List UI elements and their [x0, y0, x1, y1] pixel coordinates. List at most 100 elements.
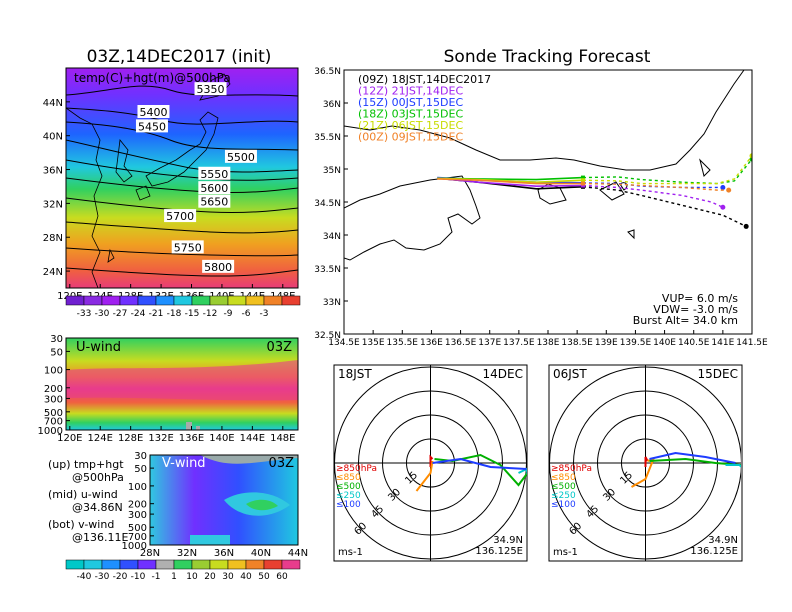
- track-x-ticks: 134.5E 135E 135.5E 136E 136.5E 137E 137.5E 138E…: [328, 330, 768, 348]
- note-line-a: (bot) v-wind: [48, 518, 114, 531]
- contour-label: 5400: [139, 106, 167, 119]
- colorbar-swatch: [245, 559, 265, 570]
- polar-hodograph: [415, 453, 527, 492]
- u-y-tick: 300: [44, 394, 63, 405]
- polar-legend-entry: ≤850: [551, 473, 576, 483]
- polar-time: 06JST: [553, 367, 587, 381]
- contour-label: 5500: [227, 151, 255, 164]
- colorbar-swatch: [137, 295, 157, 306]
- track-x-tick: 135E: [362, 338, 385, 348]
- contour-label: 5600: [200, 182, 228, 195]
- colorbar-tick: 1: [171, 572, 177, 582]
- contour-label-bg: [135, 119, 168, 133]
- polar-trace: [415, 460, 434, 492]
- u-x-tick: 140E: [209, 433, 234, 444]
- note-line-b: @34.86N: [72, 501, 123, 514]
- colorbar-swatch: [227, 559, 247, 570]
- colorbar-swatch: [65, 559, 85, 570]
- vwind-x-ticks: 28N 32N 36N 40N 44N: [140, 548, 308, 559]
- colorbar-tick: -12: [203, 309, 218, 319]
- colorbar-swatch: [263, 295, 283, 306]
- polar-location: 34.9N: [493, 535, 523, 546]
- polar-legend-entry: ≤500: [336, 482, 361, 492]
- map-y-tick: 28N: [43, 233, 63, 244]
- colorbar-tick: 50: [258, 572, 270, 582]
- track-y-tick: 35.5N: [314, 133, 341, 143]
- v-y-tick: 200: [128, 500, 147, 511]
- track-legend-entry: (12Z) 21JST,14DEC: [358, 85, 463, 98]
- polar-trace: [429, 454, 434, 467]
- polar-legend-entry: ≤100: [336, 500, 361, 510]
- u-x-tick: 124E: [88, 433, 113, 444]
- contour-label-bg: [224, 149, 257, 163]
- v-x-tick: 36N: [214, 548, 234, 559]
- track-y-tick: 34.5N: [314, 199, 341, 209]
- track-annotation-line: VDW= -3.0 m/s: [653, 303, 738, 316]
- u-y-tick: 200: [44, 384, 63, 395]
- u-y-tick: 50: [50, 347, 63, 358]
- track-marker: [580, 181, 585, 186]
- u-x-tick: 144E: [240, 433, 265, 444]
- track-x-tick: 136E: [420, 338, 443, 348]
- wind-colorbar: [65, 559, 301, 570]
- track-legend-entry: (09Z) 18JST,14DEC2017: [358, 73, 491, 86]
- polar-trace: [432, 457, 527, 470]
- u-y-tick: 100: [44, 366, 63, 377]
- polar-date: 15DEC: [698, 367, 738, 381]
- colorbar-swatch: [281, 295, 301, 306]
- track-coastline: [344, 70, 745, 261]
- colorbar-tick: -30: [95, 572, 110, 582]
- track-y-tick: 33.5N: [314, 265, 341, 275]
- track-line-forecast: [582, 184, 724, 208]
- polar-legend-entry: ≥850hPa: [551, 464, 592, 474]
- track-y-tick: 33N: [323, 298, 341, 308]
- colorbar-tick: 30: [222, 572, 234, 582]
- track-x-tick: 137.5E: [503, 338, 535, 348]
- track-x-tick: 138.5E: [561, 338, 593, 348]
- contour-label: 5650: [200, 196, 228, 209]
- colorbar-swatch: [281, 559, 301, 570]
- colorbar-tick: 10: [186, 572, 198, 582]
- contour-label: 5550: [200, 168, 228, 181]
- track-title: Sonde Tracking Forecast: [444, 47, 651, 67]
- polar-trace: [649, 451, 736, 464]
- colorbar-tick: -15: [185, 309, 200, 319]
- track-endpoint: [726, 187, 732, 193]
- polar-location: 136.125E: [475, 546, 523, 557]
- colorbar-tick: -1: [152, 572, 161, 582]
- uwind-detail: [66, 360, 298, 430]
- track-line: [437, 178, 583, 185]
- track-x-tick: 140E: [653, 338, 676, 348]
- u-y-tick: 30: [50, 334, 63, 345]
- polar-trace: [649, 457, 741, 466]
- note-line-b: @500hPa: [72, 471, 124, 484]
- colorbar-tick: 60: [276, 572, 288, 582]
- colorbar-swatch: [83, 559, 103, 570]
- colorbar-swatch: [173, 295, 193, 306]
- colorbar-swatch: [173, 559, 193, 570]
- polar-trace: [644, 456, 649, 467]
- uwind-time: 03Z: [267, 340, 293, 355]
- track-y-tick: 32.5N: [314, 331, 341, 341]
- track-line-forecast: [582, 186, 747, 228]
- map-title: 03Z,14DEC2017 (init): [87, 47, 272, 67]
- colorbar-swatch: [65, 295, 85, 306]
- track-x-tick: 141E: [711, 338, 734, 348]
- note-line-b: @136.11E: [72, 531, 128, 544]
- map-frame: [65, 67, 299, 289]
- v-x-tick: 32N: [177, 548, 197, 559]
- contour-label-bg: [198, 194, 231, 208]
- track-legend-entry: (18Z) 03JST,15DEC: [358, 108, 463, 121]
- contour-label: 5450: [138, 120, 166, 133]
- colorbar-swatch: [155, 559, 175, 570]
- colorbar-swatch: [209, 295, 229, 306]
- polar-location: 34.9N: [708, 535, 738, 546]
- colorbar-swatch: [191, 559, 211, 570]
- v-y-tick: 30: [134, 451, 147, 462]
- track-y-tick: 34N: [323, 232, 341, 242]
- track-marker: [580, 175, 585, 180]
- polar-legend-entry: ≤250: [551, 491, 576, 501]
